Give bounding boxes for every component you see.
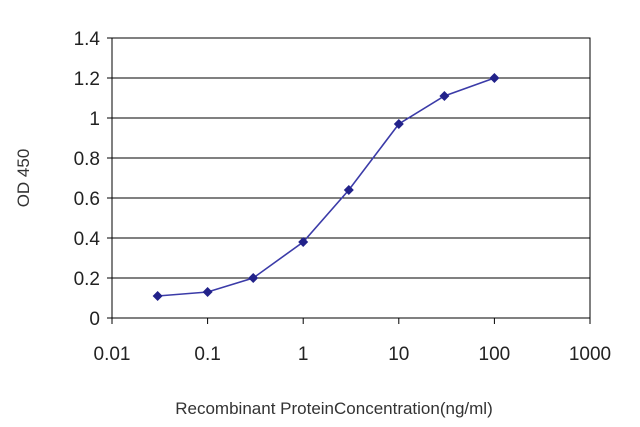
data-point-6 — [439, 91, 450, 101]
y-tick-label-7: 1.4 — [74, 29, 101, 50]
x-tick-label-0: 0.01 — [94, 344, 131, 365]
y-tick-label-1: 0.2 — [74, 269, 100, 290]
y-tick-label-4: 0.8 — [74, 149, 100, 170]
x-axis-title: Recombinant ProteinConcentration(ng/ml) — [175, 399, 493, 418]
x-tick-label-1: 0.1 — [194, 344, 220, 365]
data-point-2 — [248, 273, 259, 283]
y-tick-label-3: 0.6 — [74, 189, 100, 210]
series-line-0 — [157, 77, 495, 297]
y-tick-label-0: 0 — [89, 309, 100, 330]
x-tick-label-2: 1 — [298, 344, 309, 365]
gridlines — [112, 37, 590, 279]
data-point-0 — [152, 291, 163, 301]
tick-labels: 0 0.2 0.4 0.6 0.8 1 1.2 1.4 0.01 0.1 1 10 100 1000 — [74, 29, 612, 365]
y-tick-label-6: 1.2 — [74, 69, 100, 90]
x-tick-label-3: 10 — [388, 344, 409, 365]
y-tick-label-2: 0.4 — [74, 229, 101, 250]
axes — [107, 37, 591, 324]
x-tick-label-4: 100 — [479, 344, 511, 365]
data-series — [152, 73, 500, 301]
data-point-3 — [298, 237, 309, 247]
data-point-5 — [393, 119, 404, 129]
x-tick-label-5: 1000 — [569, 344, 611, 365]
data-point-7 — [489, 73, 500, 83]
y-axis-title: OD 450 — [14, 149, 33, 208]
y-tick-label-5: 1 — [89, 109, 100, 130]
data-point-4 — [343, 185, 354, 195]
data-point-1 — [202, 287, 213, 297]
plot-area-frame — [111, 37, 591, 319]
